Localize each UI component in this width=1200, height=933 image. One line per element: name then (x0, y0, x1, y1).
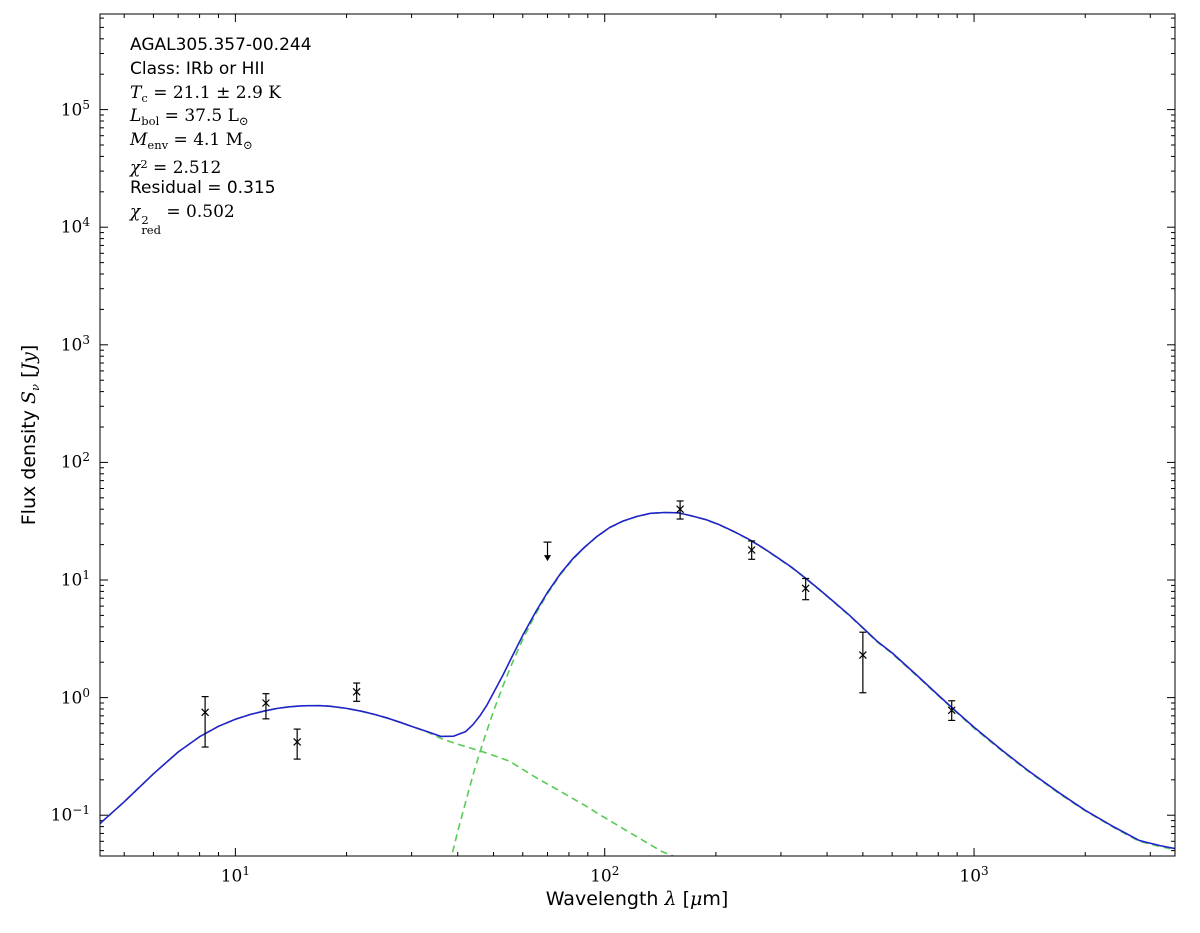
y-tick-label: 101 (60, 568, 90, 591)
x-marker (293, 737, 302, 746)
bolometric-luminosity: Lbol = 37.5 L⊙ (130, 106, 249, 129)
axes-frame (99, 13, 1176, 857)
sup-sub-stack: 2 red (141, 212, 161, 238)
upper-limit-arrowhead (544, 555, 552, 562)
data-points (201, 500, 956, 760)
x-tick-label: 102 (590, 864, 620, 887)
y-tick-label: 102 (60, 450, 90, 474)
source-name: AGAL305.357-00.244 (130, 35, 312, 55)
cold-envelope-component-curve (450, 511, 1175, 856)
y-axis-label: Flux density Sν [Jy] (18, 344, 42, 526)
y-tick-label: 104 (60, 215, 90, 238)
y-tick-label: 103 (60, 332, 90, 356)
x-marker (201, 708, 210, 717)
x-marker (262, 699, 270, 707)
axis-ticks (100, 14, 1175, 856)
source-class: Class: IRb or HII (130, 58, 265, 79)
x-marker (676, 505, 685, 514)
x-marker (352, 687, 361, 696)
x-tick-label: 103 (959, 864, 989, 887)
y-tick-label: 105 (60, 97, 90, 121)
x-marker (947, 706, 956, 715)
x-axis-label: Wavelength λ [μm] (545, 888, 729, 910)
chi-squared: χ2 = 2.512 (130, 156, 222, 178)
residual: Residual = 0.315 (130, 177, 276, 198)
y-tick-label: 10−1 (50, 803, 90, 826)
total-fit-curve (100, 511, 1175, 850)
envelope-mass: Menv = 4.1 M⊙ (130, 130, 253, 153)
x-marker (801, 584, 810, 593)
warm-component-curve (100, 704, 675, 856)
x-tick-label: 101 (220, 864, 250, 887)
chi-squared-reduced: χ 2 red = 0.502 (130, 201, 235, 238)
fit-parameters-annotation: AGAL305.357-00.244 Class: IRb or HII Tc = … (130, 34, 312, 238)
x-marker (747, 546, 756, 554)
y-tick-label: 100 (60, 685, 90, 709)
temperature: Tc = 21.1 ± 2.9 K (130, 82, 281, 105)
x-marker (858, 651, 867, 659)
